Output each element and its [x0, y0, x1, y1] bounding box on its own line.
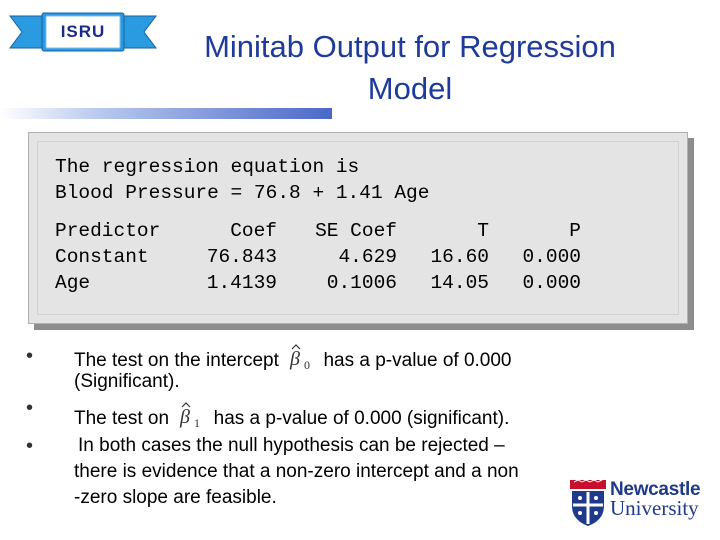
bullet-2-text-a: The test on: [74, 408, 170, 429]
cell-se-coef: 4.629: [338, 246, 397, 268]
header-coef: Coef: [230, 220, 277, 242]
bullet-dot-icon: •: [26, 397, 34, 419]
cell-se-coef: 0.1006: [326, 272, 397, 294]
svg-text:0: 0: [304, 358, 310, 370]
svg-text:β: β: [289, 348, 300, 370]
beta-hat-0-icon: β 0: [289, 344, 310, 370]
bullet-1-text-b: has a p-value of 0.000: [323, 350, 512, 371]
bullet-1-continuation: (Significant).: [74, 371, 180, 392]
minitab-output-box: [28, 132, 688, 324]
cell-coef: 1.4139: [206, 272, 277, 294]
bullet-3-line-1: In both cases the null hypothesis can be…: [78, 435, 505, 456]
header-t: T: [477, 220, 489, 242]
bullet-3-line-3: -zero slope are feasible.: [74, 487, 277, 508]
bullet-dot-icon: •: [26, 435, 34, 457]
isru-banner-icon: [9, 12, 157, 52]
cell-p: 0.000: [522, 272, 581, 294]
cell-coef: 76.843: [206, 246, 277, 268]
output-inner-frame: [37, 141, 679, 315]
bullet-2: The test on β 1 has a p-value of 0.000 (…: [74, 402, 509, 431]
cell-predictor: Constant: [55, 246, 149, 268]
logo-newcastle-text: Newcastle: [610, 479, 701, 500]
title-line-2: Model: [367, 71, 453, 106]
cell-t: 14.05: [430, 272, 489, 294]
cell-predictor: Age: [55, 272, 91, 294]
newcastle-crest-icon: [570, 479, 606, 526]
slide-title: Minitab Output for Regression Model: [165, 26, 655, 110]
bullet-2-text-b: has a p-value of 0.000 (significant).: [213, 408, 510, 429]
bullet-1-text-a: The test on the intercept: [74, 350, 279, 371]
header-p: P: [569, 220, 581, 242]
regression-equation-intro: The regression equation is: [55, 156, 360, 178]
bullet-1: The test on the intercept β 0 has a p-va…: [74, 344, 512, 373]
svg-text:1: 1: [194, 416, 200, 428]
logo-university-text: University: [610, 496, 699, 520]
header-se-coef: SE Coef: [315, 220, 397, 242]
svg-text:β: β: [179, 406, 190, 428]
beta-hat-1-icon: β 1: [179, 402, 200, 428]
title-underline-bar: [0, 108, 332, 119]
isru-logo-text: ISRU: [60, 22, 106, 41]
regression-equation: Blood Pressure = 76.8 + 1.41 Age: [55, 182, 430, 204]
header-predictor: Predictor: [55, 220, 161, 242]
bullet-3-line-2: there is evidence that a non-zero interc…: [74, 461, 519, 482]
cell-p: 0.000: [522, 246, 581, 268]
bullet-dot-icon: •: [26, 345, 34, 367]
title-line-1: Minitab Output for Regression: [204, 29, 616, 64]
cell-t: 16.60: [430, 246, 489, 268]
